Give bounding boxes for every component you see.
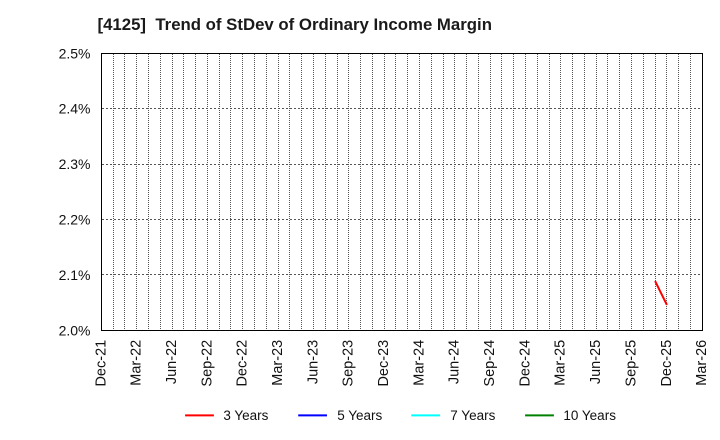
svg-text:Mar-22: Mar-22: [129, 340, 145, 386]
svg-text:Sep-22: Sep-22: [199, 340, 215, 387]
svg-text:Jun-25: Jun-25: [588, 340, 604, 384]
svg-text:Sep-23: Sep-23: [341, 340, 357, 387]
svg-text:Sep-24: Sep-24: [482, 340, 498, 387]
svg-text:Sep-25: Sep-25: [623, 340, 639, 387]
svg-text:Dec-22: Dec-22: [235, 340, 251, 387]
svg-text:2.4%: 2.4%: [59, 101, 91, 117]
svg-text:7 Years: 7 Years: [450, 408, 495, 423]
svg-text:5 Years: 5 Years: [337, 408, 382, 423]
svg-text:Dec-24: Dec-24: [517, 340, 533, 387]
svg-text:10 Years: 10 Years: [563, 408, 616, 423]
svg-text:2.5%: 2.5%: [59, 45, 91, 61]
svg-text:Jun-23: Jun-23: [305, 340, 321, 384]
svg-text:Jun-24: Jun-24: [447, 340, 463, 384]
svg-text:Mar-24: Mar-24: [411, 340, 427, 386]
svg-text:Mar-25: Mar-25: [553, 340, 569, 386]
svg-text:[4125] Trend of StDev of Ordi: [4125] Trend of StDev of Ordinary Income…: [98, 15, 492, 34]
svg-text:Dec-25: Dec-25: [659, 340, 675, 387]
svg-text:2.1%: 2.1%: [59, 267, 91, 283]
svg-text:2.0%: 2.0%: [59, 322, 91, 338]
svg-text:Mar-23: Mar-23: [270, 340, 286, 386]
svg-text:2.2%: 2.2%: [59, 212, 91, 228]
svg-text:Dec-21: Dec-21: [93, 340, 109, 387]
svg-text:2.3%: 2.3%: [59, 156, 91, 172]
svg-text:Jun-22: Jun-22: [164, 340, 180, 384]
svg-text:3 Years: 3 Years: [223, 408, 268, 423]
svg-text:Dec-23: Dec-23: [376, 340, 392, 387]
svg-text:Mar-26: Mar-26: [694, 340, 710, 386]
